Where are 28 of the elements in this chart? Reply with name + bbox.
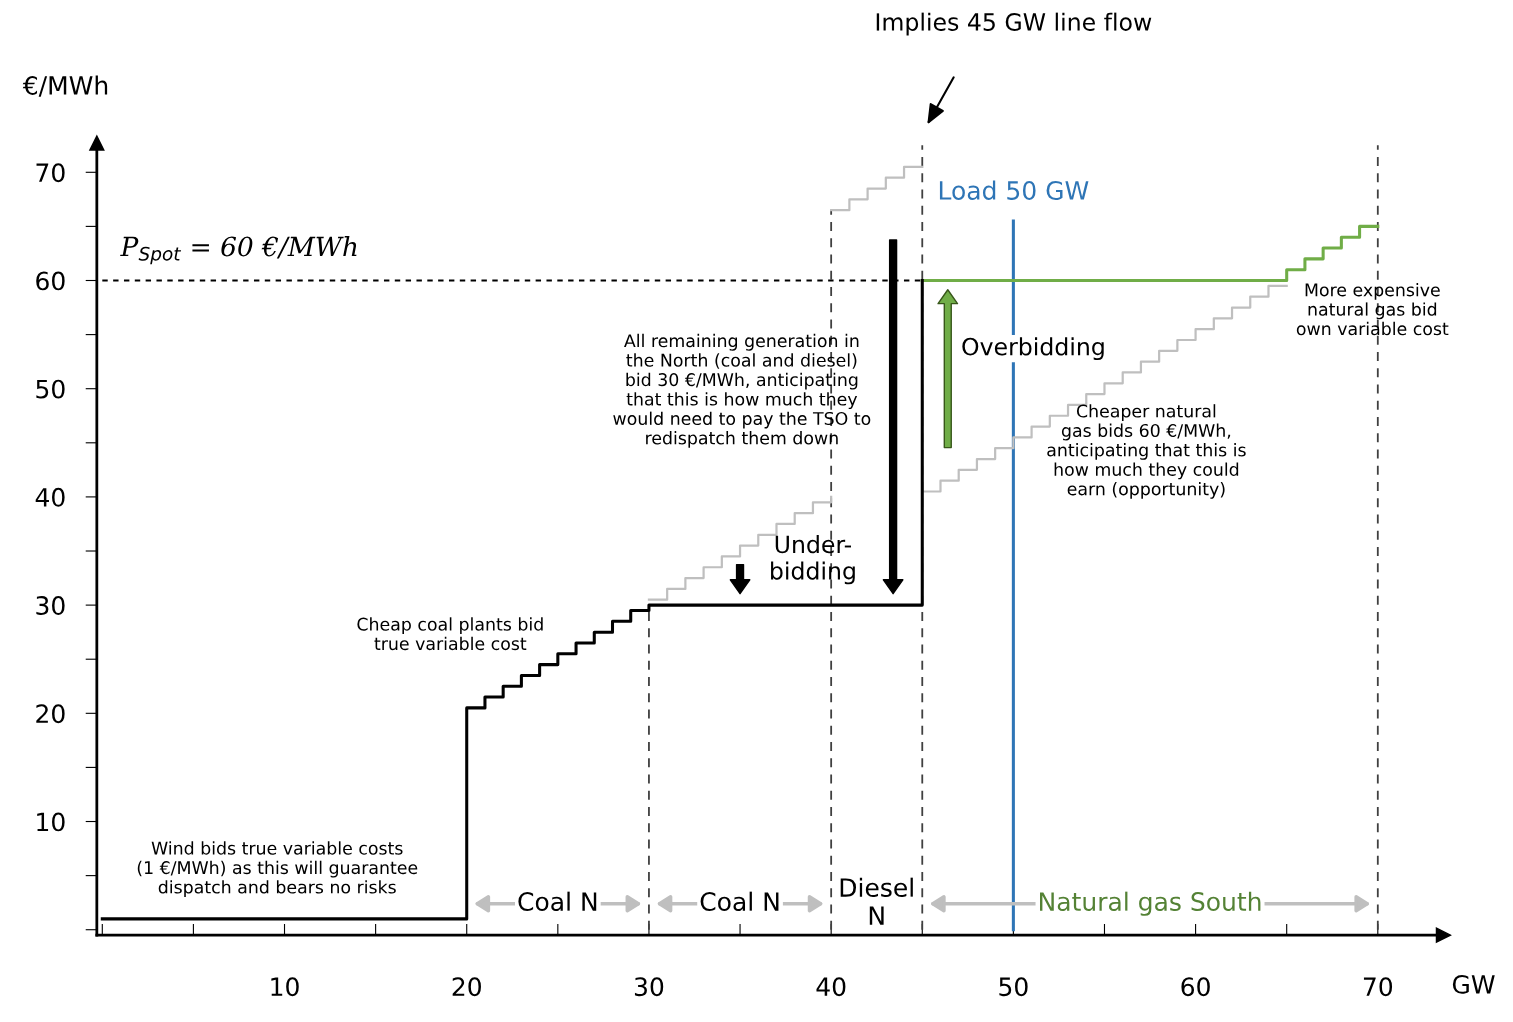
- x-tick-label: 30: [634, 977, 664, 997]
- annotation: Coal N: [700, 891, 779, 911]
- x-tick-label: 40: [816, 977, 846, 997]
- x-tick-label: 70: [1363, 977, 1393, 997]
- y-tick-label: 70: [36, 163, 65, 183]
- annotation: Wind bids true variable costs (1 €/MWh) as this will guarantee dispatch and bears no risks: [137, 841, 418, 897]
- annotation: Cheap coal plants bid true variable cost: [357, 617, 543, 651]
- y-tick-label: 20: [36, 704, 65, 724]
- annotation: Diesel N: [840, 877, 913, 925]
- x-tick-label: 20: [452, 977, 481, 997]
- series-label: P$_{Spot}$ = 60 €/MWh: [120, 236, 357, 265]
- annotation: Coal N: [518, 891, 597, 911]
- series-label: Load 50 GW: [939, 180, 1089, 200]
- annotation: Under- bidding: [771, 535, 855, 585]
- y-tick-label: 50: [36, 379, 65, 399]
- annotation: Overbidding: [962, 337, 1104, 361]
- y-tick-label: 10: [37, 812, 65, 832]
- x-axis-title: GW: [1452, 974, 1495, 994]
- x-tick-label: 50: [999, 977, 1028, 997]
- y-tick-label: 30: [36, 596, 65, 615]
- annotation: Cheaper natural gas bids 60 €/MWh, anticipating that this is how much they could earn (opportunity): [1047, 404, 1246, 499]
- x-tick-label: 10: [271, 977, 299, 997]
- x-tick-label: 60: [1181, 977, 1210, 997]
- annotation: Natural gas South: [1040, 891, 1261, 916]
- y-axis-title: €/MWh: [22, 75, 108, 97]
- y-tick-label: 60: [36, 271, 65, 291]
- text: Implies 45 GW line flow: [876, 12, 1152, 36]
- y-tick-label: 40: [35, 487, 65, 507]
